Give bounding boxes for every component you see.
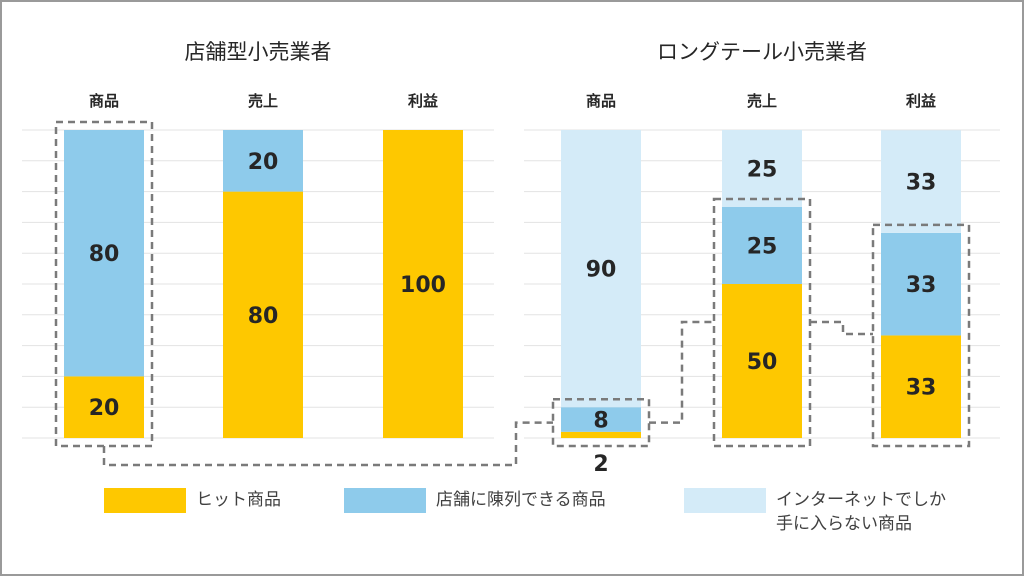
category-label: 利益 [906, 92, 936, 110]
legend-item-store: 店舗に陳列できる商品 [344, 488, 606, 513]
category-label: 利益 [408, 92, 438, 110]
legend-label-hit: ヒット商品 [196, 490, 281, 510]
bar-segment [722, 284, 802, 438]
bar-segment [383, 130, 463, 438]
category-labels: 商品 売上 利益 商品 売上 利益 [89, 92, 936, 110]
category-label: 売上 [747, 92, 777, 110]
data-label: 100 [400, 273, 446, 298]
bar-segment [881, 130, 961, 233]
data-label: 90 [586, 258, 617, 283]
connector-line [810, 320, 873, 336]
legend-swatch-internet [684, 488, 766, 513]
data-label: 25 [747, 235, 778, 260]
connector-line [102, 421, 553, 467]
legend-swatch-store [344, 488, 426, 513]
data-label: 20 [89, 396, 120, 421]
bar-segment [223, 130, 303, 192]
data-label: 33 [906, 171, 937, 196]
legend-label-store: 店舗に陳列できる商品 [436, 490, 606, 510]
bar-segment [64, 130, 144, 377]
category-label: 商品 [586, 92, 616, 110]
highlight-box [551, 397, 651, 448]
data-label: 80 [248, 304, 279, 329]
bar-segment [722, 207, 802, 284]
legend-swatch-hit [104, 488, 186, 513]
highlight-box [871, 223, 971, 448]
group-title-store: 店舗型小売業者 [185, 40, 332, 64]
bar-segment [561, 407, 641, 432]
bar-segment [881, 335, 961, 438]
legend-label-internet: インターネットでしか 手に入らない商品 [776, 490, 946, 534]
category-label: 売上 [248, 92, 278, 110]
data-label: 2 [593, 452, 608, 477]
category-label: 商品 [89, 92, 119, 110]
bar-segment [561, 130, 641, 408]
group-title-longtail: ロングテール小売業者 [657, 40, 867, 64]
data-label: 33 [906, 376, 937, 401]
data-label: 50 [747, 350, 778, 375]
connector-line [649, 320, 714, 424]
legend-item-hit: ヒット商品 [104, 488, 281, 513]
data-label: 8 [593, 409, 608, 434]
legend-item-internet: インターネットでしか 手に入らない商品 [684, 488, 946, 536]
highlight-boxes [54, 120, 971, 467]
data-label: 80 [89, 242, 120, 267]
bars: 20 80 80 20 100 2 8 90 50 25 25 33 33 33 [64, 130, 961, 477]
data-label: 25 [747, 158, 778, 183]
bar-segment [881, 232, 961, 336]
data-label: 33 [906, 273, 937, 298]
bar-segment [722, 130, 802, 207]
gridlines [22, 129, 1000, 439]
bar-segment [561, 431, 641, 438]
data-label: 20 [248, 150, 279, 175]
bar-segment [64, 376, 144, 438]
bar-segment [223, 191, 303, 438]
